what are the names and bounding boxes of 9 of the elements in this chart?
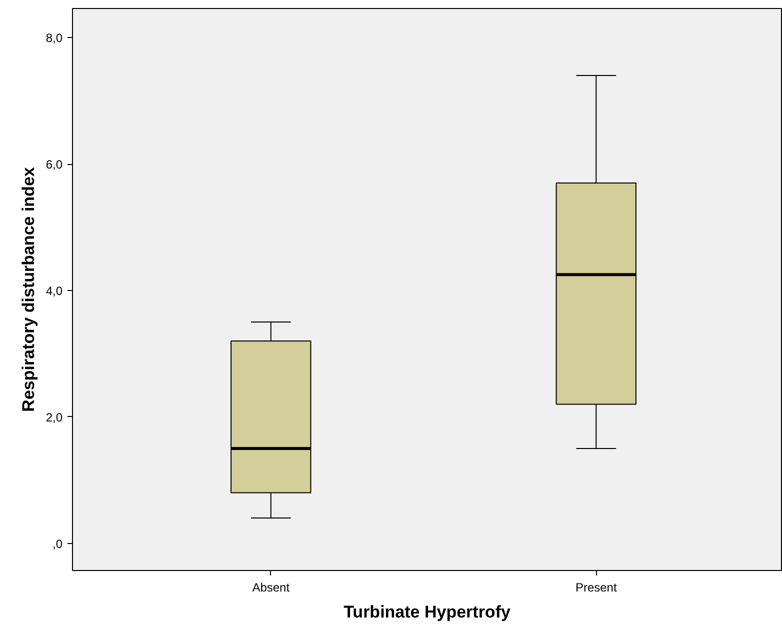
y-tick-label: 6,0 <box>46 158 63 172</box>
y-tick-label: 8,0 <box>46 31 63 46</box>
y-tick-label: ,0 <box>52 536 63 551</box>
x-tick-label: Present <box>575 580 618 594</box>
x-tick-label: Absent <box>252 580 290 594</box>
x-axis-title: Turbinate Hypertrofy <box>344 602 511 622</box>
y-axis-title: Respiratory disturbance index <box>18 166 38 412</box>
y-tick-label: 2,0 <box>46 410 63 424</box>
y-tick-label: 4,0 <box>46 284 63 298</box>
